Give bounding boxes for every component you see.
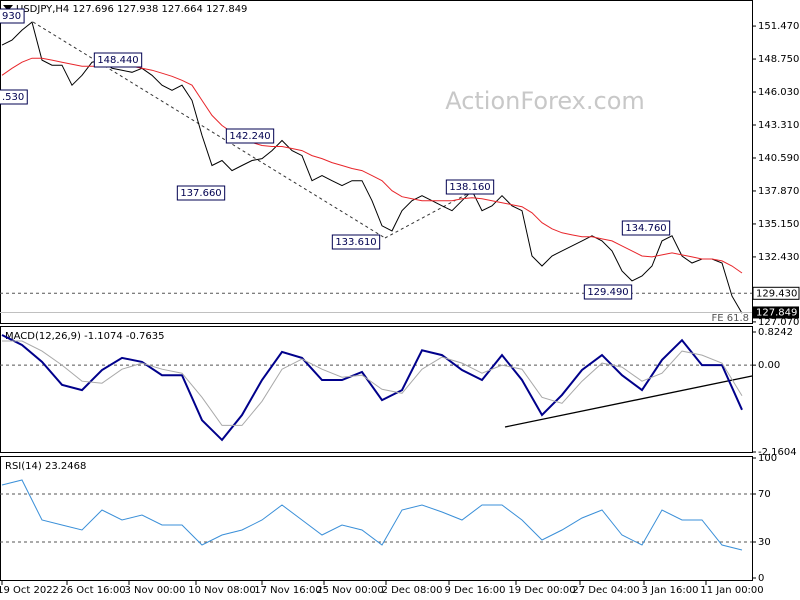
- x-tick-label: 19 Oct 2022: [0, 585, 59, 596]
- annotation-box: [93, 52, 143, 68]
- annotation-box: [445, 179, 495, 195]
- menu-icon: [3, 5, 13, 11]
- x-tick-label: 3 Jan 16:00: [642, 585, 699, 596]
- y-tick-label: 0.8242: [758, 327, 793, 338]
- macd-trend-line: [504, 375, 753, 428]
- y-tick-label: 146.030: [758, 87, 799, 98]
- price-panel: [0, 0, 753, 324]
- series-line: [2, 340, 743, 426]
- rsi-panel: [0, 456, 753, 581]
- x-tick-label: 26 Oct 16:00: [60, 585, 125, 596]
- annotation-box: [0, 89, 28, 105]
- x-tick-label: 11 Jan 00:00: [700, 585, 763, 596]
- y-tick-label: -2.1604: [758, 447, 797, 458]
- y-tick-label: 135.150: [758, 219, 799, 230]
- last-price-label: 127.849: [756, 307, 797, 318]
- y-tick-label: 148.750: [758, 54, 799, 65]
- y-tick-label: 0: [758, 573, 764, 584]
- annotation-box: [225, 128, 275, 144]
- trend-line: [32, 21, 386, 239]
- annotation-box: [176, 185, 226, 201]
- annotation: 142.240: [229, 131, 270, 142]
- x-tick-label: 2 Dec 08:00: [382, 585, 443, 596]
- macd-title: MACD(12,26,9) -1.1074 -0.7635: [5, 331, 165, 342]
- y-tick-label: 100: [758, 453, 777, 464]
- y-tick-label: 132.430: [758, 252, 799, 263]
- annotation: .530: [2, 92, 24, 103]
- last-price-box: [753, 306, 799, 319]
- annotation: 148.440: [97, 55, 138, 66]
- annotation: 133.610: [335, 237, 376, 248]
- watermark: ActionForex.com: [445, 87, 645, 115]
- y-tick-label: 143.310: [758, 120, 799, 131]
- price-title: USDJPY,H4 127.696 127.938 127.664 127.84…: [16, 4, 247, 15]
- rsi-title: RSI(14) 23.2468: [5, 461, 86, 472]
- annotation: 930: [2, 11, 21, 22]
- y-tick-label: 30: [758, 537, 771, 548]
- level-label: 129.430: [756, 288, 797, 299]
- x-tick-label: 17 Nov 16:00: [254, 585, 321, 596]
- annotation: FE 61.8: [711, 313, 749, 324]
- annotation: 137.660: [180, 188, 221, 199]
- x-tick-label: 19 Dec 00:00: [508, 585, 575, 596]
- y-tick-label: 127.070: [758, 317, 799, 328]
- annotation-box: [331, 234, 381, 250]
- y-tick-label: 140.590: [758, 153, 799, 164]
- series-line: [1, 334, 743, 442]
- x-tick-label: 27 Dec 04:00: [572, 585, 639, 596]
- y-tick-label: 0.00: [758, 360, 780, 371]
- y-tick-label: 70: [758, 489, 771, 500]
- x-tick-label: 3 Nov 00:00: [124, 585, 185, 596]
- x-tick-label: 25 Nov 00:00: [316, 585, 383, 596]
- series-line: [1, 479, 743, 551]
- annotation: 129.490: [587, 287, 628, 298]
- annotation-box: [0, 8, 25, 24]
- annotation-box: [583, 284, 633, 300]
- level-label-box: [752, 286, 800, 300]
- macd-panel: [0, 326, 753, 453]
- y-tick-label: 151.470: [758, 21, 799, 32]
- y-tick-label: 137.870: [758, 186, 799, 197]
- x-tick-label: 10 Nov 08:00: [188, 585, 255, 596]
- series-line: [1, 21, 743, 314]
- trend-line: [384, 185, 483, 239]
- annotation-box: [621, 220, 671, 236]
- annotation: 138.160: [449, 182, 490, 193]
- annotation: 134.760: [625, 223, 666, 234]
- x-tick-label: 9 Dec 16:00: [445, 585, 506, 596]
